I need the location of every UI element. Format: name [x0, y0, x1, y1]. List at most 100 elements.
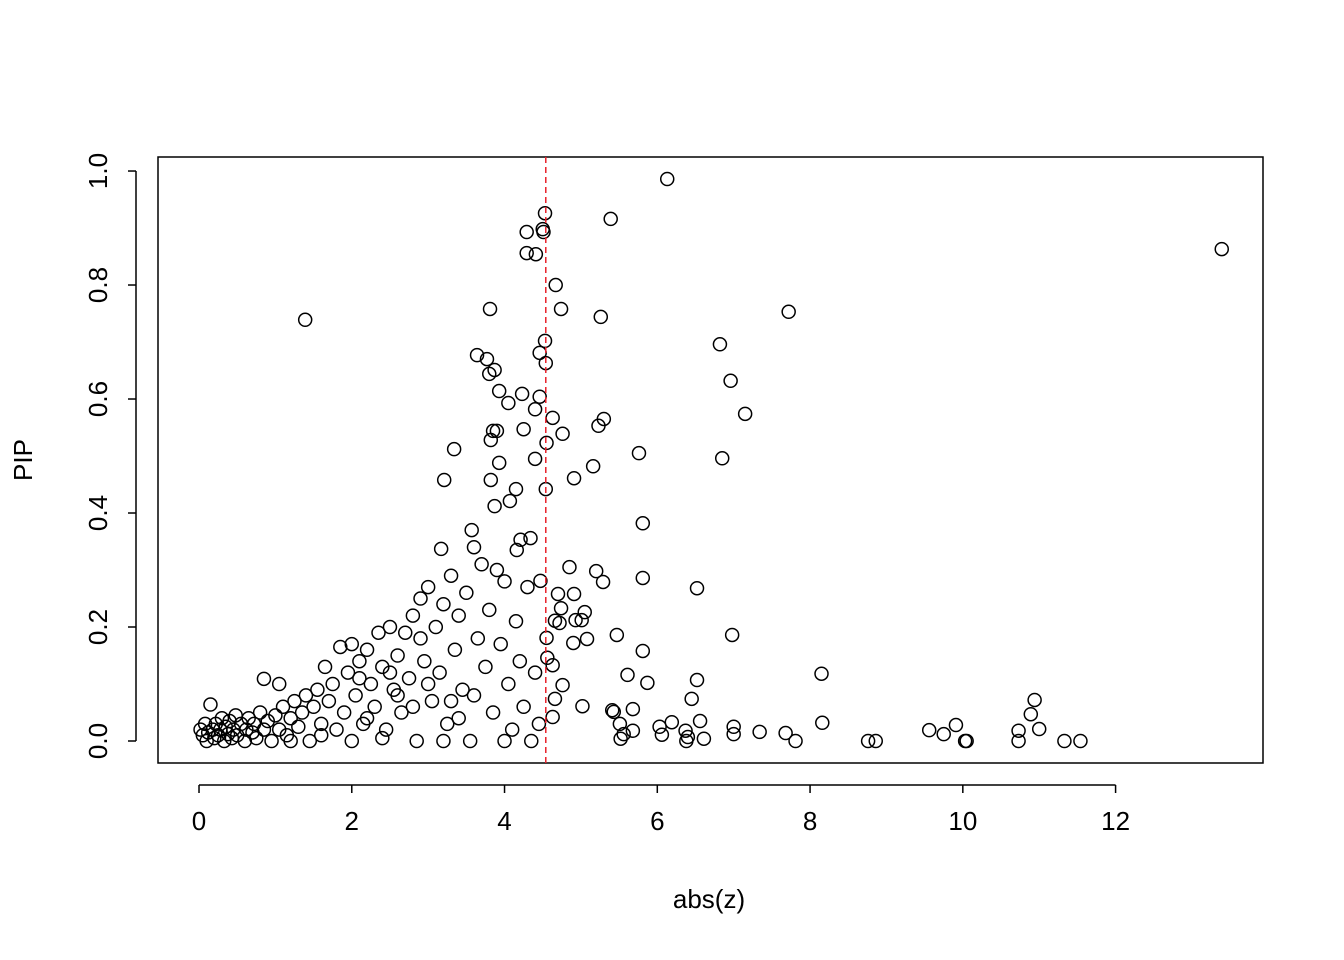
point [814, 666, 829, 681]
point [420, 579, 436, 595]
point [297, 312, 313, 328]
point [348, 688, 363, 703]
point [459, 585, 474, 601]
point [540, 650, 555, 666]
point [959, 733, 974, 749]
point [726, 726, 741, 742]
point [397, 625, 413, 640]
point [466, 539, 482, 555]
point [948, 717, 964, 733]
y-tick-label: 0.0 [83, 723, 113, 759]
point [595, 574, 611, 590]
point [390, 648, 405, 663]
point [367, 699, 382, 715]
point [482, 301, 498, 317]
point [482, 602, 497, 618]
point [566, 635, 581, 651]
point [382, 665, 398, 680]
point [359, 710, 375, 726]
point [652, 719, 667, 734]
point [493, 636, 508, 652]
y-tick-label: 0.6 [83, 381, 113, 417]
point [519, 245, 534, 261]
point [547, 691, 563, 707]
point [344, 733, 360, 749]
point [268, 708, 283, 723]
point [625, 723, 641, 738]
point [635, 570, 651, 586]
y-tick-label: 0.8 [83, 267, 113, 303]
point [283, 710, 298, 726]
point [531, 716, 547, 732]
point [527, 451, 543, 467]
point [446, 441, 462, 457]
point [566, 470, 582, 486]
point [508, 614, 524, 629]
point [436, 472, 452, 488]
point [536, 224, 551, 240]
point [1214, 241, 1230, 257]
point [539, 630, 554, 646]
point [462, 733, 478, 749]
point [405, 699, 421, 715]
point [520, 579, 535, 595]
point [489, 562, 505, 578]
point [788, 733, 803, 749]
point [1031, 721, 1047, 737]
point [249, 730, 264, 746]
point [527, 402, 543, 417]
point [440, 716, 455, 732]
point [635, 643, 651, 659]
point [287, 693, 302, 709]
point [352, 671, 367, 686]
point [868, 733, 883, 749]
point [692, 713, 708, 729]
point [616, 726, 631, 742]
point [491, 455, 507, 471]
point [724, 627, 740, 643]
plot-frame [157, 156, 1264, 764]
point [737, 406, 753, 422]
point [313, 716, 329, 732]
point [726, 719, 741, 734]
point [264, 733, 279, 749]
point [620, 667, 635, 683]
point [512, 653, 528, 669]
point [553, 600, 569, 616]
point [501, 676, 516, 692]
point [524, 733, 539, 749]
point [539, 435, 554, 451]
point [516, 699, 531, 715]
point [344, 636, 360, 652]
point [1027, 692, 1042, 708]
point [405, 608, 421, 623]
point [593, 309, 609, 325]
point [508, 481, 524, 497]
point [712, 337, 728, 352]
point [603, 211, 618, 227]
point [588, 563, 604, 579]
point [413, 591, 428, 606]
point [527, 665, 543, 680]
point [553, 301, 569, 317]
point [545, 709, 560, 725]
point [936, 726, 951, 742]
point [271, 676, 287, 692]
point [696, 731, 712, 746]
point [401, 671, 417, 686]
point [502, 493, 518, 509]
point [294, 705, 310, 720]
point [420, 676, 436, 692]
point [371, 625, 386, 640]
point [860, 733, 876, 749]
point [548, 277, 563, 293]
y-axis-label: PIP [8, 439, 38, 481]
point [443, 568, 459, 583]
x-tick-label: 4 [497, 806, 511, 836]
point [514, 386, 530, 402]
point [631, 445, 647, 461]
point [519, 224, 534, 240]
point [469, 347, 485, 363]
y-tick-label: 0.4 [83, 495, 113, 531]
point [252, 705, 268, 720]
